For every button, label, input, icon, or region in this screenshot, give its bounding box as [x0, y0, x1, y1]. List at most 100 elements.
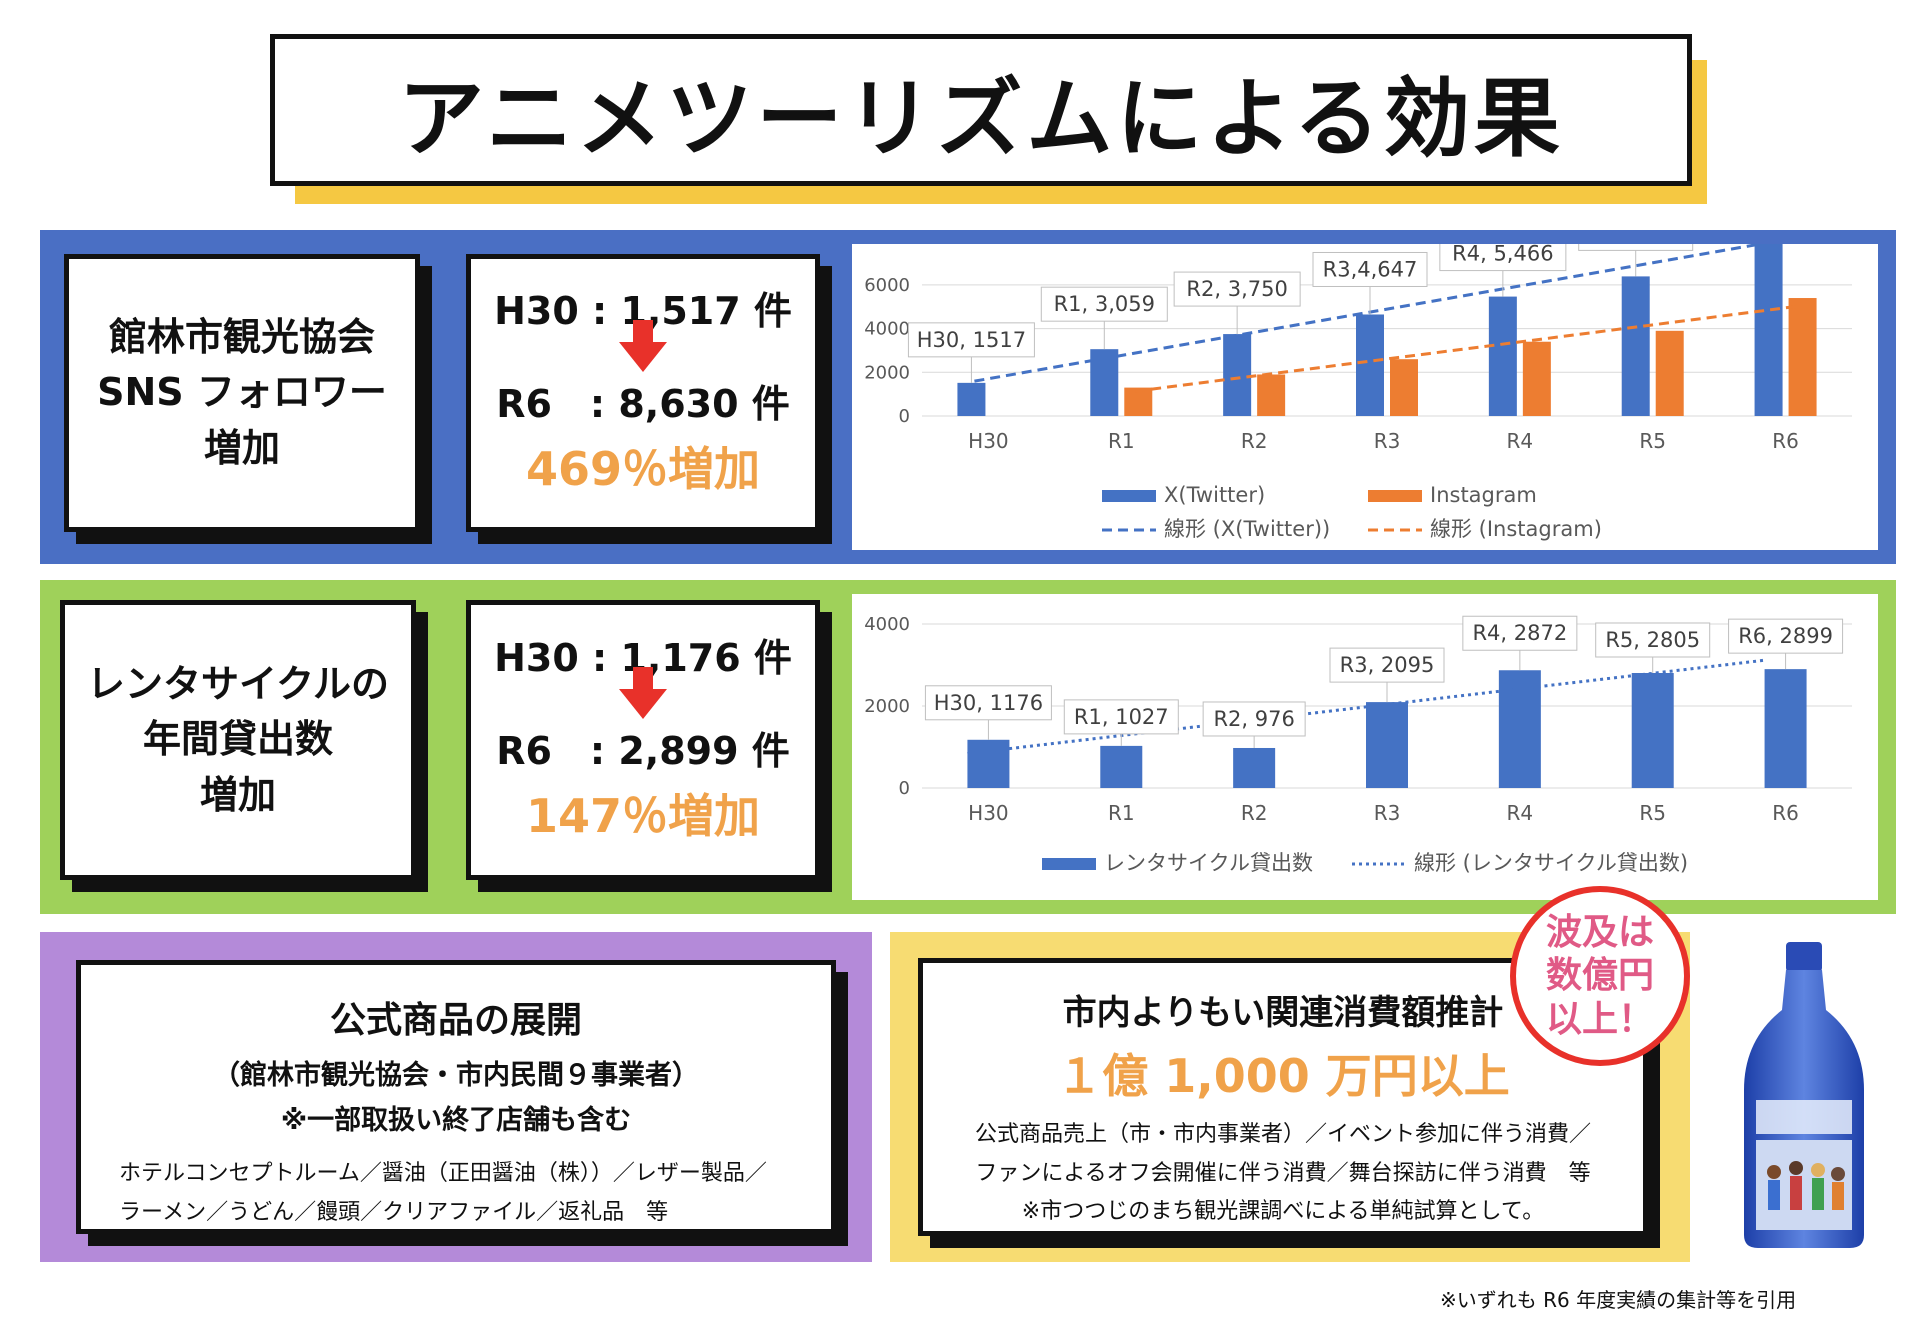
data-label: R2, 976 — [1213, 707, 1294, 731]
data-label-box — [1329, 647, 1445, 683]
bar-primary — [1100, 745, 1143, 788]
bar-primary — [1631, 672, 1674, 788]
legend-label: X(Twitter) — [1164, 483, 1265, 507]
bar-secondary — [1788, 298, 1817, 416]
spend-panel: 市内よりもい関連消費額推計 １億 1,000 万円以上 公式商品売上（市・市内事… — [890, 932, 1690, 1262]
data-label: R2, 3,750 — [1186, 277, 1287, 301]
spend-desc-line-1: 公式商品売上（市・市内事業者）／イベント参加に伴う消費／ — [974, 1122, 1591, 1147]
bar-secondary — [1257, 374, 1286, 416]
x-tick-label: R2 — [1241, 801, 1268, 825]
x-tick-label: R3 — [1374, 801, 1401, 825]
bar-primary — [1488, 296, 1517, 416]
data-label-box — [1595, 622, 1711, 658]
cycle-panel: レンタサイクルの 年間貸出数 増加 H30 : 1,176 件 R6 : 2,8… — [40, 580, 1896, 914]
data-label: R4, 2872 — [1472, 621, 1567, 645]
goods-items-line-2: ラーメン／うどん／饅頭／クリアファイル／返礼品 等 — [119, 1199, 669, 1225]
goods-card: 公式商品の展開 （館林市観光協会・市内民間９事業者） ※一部取扱い終了店舗も含む… — [76, 960, 836, 1234]
data-label-box — [1040, 286, 1168, 322]
x-tick-label: R1 — [1108, 429, 1135, 453]
data-label: H30, 1517 — [917, 328, 1026, 352]
cycle-chart-svg: 4000 2000 0 H30, 1176 R1, 1027 R2, 976 R3, 209… — [864, 614, 1852, 875]
bar-primary — [1233, 747, 1276, 788]
y-tick-label: 4000 — [864, 319, 910, 340]
x-tick-label: R6 — [1772, 429, 1799, 453]
sns-stat-end: R6 : 8,630 件 — [496, 382, 790, 426]
cycle-stat-card: H30 : 1,176 件 R6 : 2,899 件 147％増加 — [466, 600, 820, 880]
spend-desc-line-3: ※市つつじのまち観光課調べによる単純試算として。 — [1021, 1199, 1545, 1224]
y-tick-label: 2000 — [864, 696, 910, 717]
bar-primary — [1621, 276, 1650, 416]
bar-secondary — [1655, 330, 1684, 416]
sns-label-card: 館林市観光協会 SNS フォロワー 増加 — [64, 254, 420, 532]
data-label: R5, 2805 — [1605, 628, 1700, 652]
cycle-label-line-3: 増加 — [199, 772, 276, 817]
legend-label: 線形 (Instagram) — [1430, 517, 1602, 541]
data-label: R6, 2899 — [1738, 624, 1833, 648]
goods-panel: 公式商品の展開 （館林市観光協会・市内民間９事業者） ※一部取扱い終了店舗も含む… — [40, 932, 872, 1262]
x-tick-label: H30 — [968, 801, 1009, 825]
data-label-box — [924, 685, 1052, 721]
goods-subtitle: （館林市観光協会・市内民間９事業者） — [213, 1060, 699, 1091]
bar-primary — [1366, 702, 1408, 788]
footnote: ※いずれも R6 年度実績の集計等を引用 — [1440, 1288, 1797, 1312]
x-tick-label: R4 — [1507, 801, 1534, 825]
sns-stat-percent: 469％増加 — [525, 442, 761, 497]
badge-line-1: 波及は — [1545, 912, 1654, 954]
page-title: アニメツーリズムによる効果 — [398, 68, 1564, 169]
bar-primary — [967, 739, 1010, 788]
x-tick-label: R5 — [1639, 801, 1666, 825]
data-label-box — [1202, 701, 1306, 737]
legend-swatch — [1368, 490, 1422, 502]
sns-label-line-1: 館林市観光協会 — [108, 315, 375, 360]
data-label-box — [1728, 618, 1844, 654]
data-label-box — [1173, 271, 1301, 307]
cycle-chart: 4000 2000 0 H30, 1176 R1, 1027 R2, 976 R3, 209… — [852, 594, 1878, 900]
product-bottle-image — [1744, 942, 1864, 1248]
cycle-stat-end: R6 : 2,899 件 — [496, 729, 790, 773]
y-tick-label: 6000 — [864, 275, 910, 296]
bar-primary — [1223, 334, 1252, 416]
y-tick-label: 0 — [899, 406, 910, 427]
sns-label-line-3: 増加 — [203, 425, 280, 470]
spend-card: 市内よりもい関連消費額推計 １億 1,000 万円以上 公式商品売上（市・市内事… — [918, 958, 1648, 1236]
x-tick-label: R6 — [1772, 801, 1799, 825]
data-label-box — [1063, 699, 1179, 735]
sns-chart-svg: 6000 4000 2000 0 H30, 1517 R1, 3,059 R2, 3,750… — [864, 164, 1852, 541]
goods-items: ホテルコンセプトルーム／醤油（正田醤油（株））／レザー製品／ ラーメン／うどん／… — [101, 1155, 811, 1232]
sns-chart: 6000 4000 2000 0 H30, 1517 R1, 3,059 R2, 3,750… — [852, 164, 1878, 550]
down-arrow-icon — [619, 320, 667, 372]
title-box: アニメツーリズムによる効果 — [270, 34, 1692, 186]
cycle-label-card: レンタサイクルの 年間貸出数 増加 — [60, 600, 416, 880]
y-tick-label: 4000 — [864, 614, 910, 635]
legend-swatch — [1042, 858, 1096, 870]
bar-secondary — [1522, 341, 1551, 416]
legend-label: Instagram — [1430, 483, 1537, 507]
data-label-box — [1312, 251, 1428, 287]
data-label: H30, 1176 — [934, 691, 1043, 715]
sns-label-line-2: SNS フォロワー — [97, 370, 387, 415]
data-label: R1, 3,059 — [1054, 292, 1155, 316]
data-label-box — [1462, 615, 1578, 651]
x-tick-label: H30 — [968, 429, 1009, 453]
badge-line-3: 以上！ — [1545, 998, 1654, 1040]
bar-primary — [1090, 349, 1119, 416]
goods-title: 公式商品の展開 — [329, 1000, 582, 1041]
bar-primary — [1498, 670, 1541, 788]
bar-primary — [957, 382, 986, 416]
bar-primary — [1764, 669, 1807, 788]
goods-note: ※一部取扱い終了店舗も含む — [280, 1105, 632, 1136]
sns-stat-card: H30 : 1,517 件 R6 : 8,630 件 469％増加 — [466, 254, 820, 532]
badge-line-2: 数億円 — [1545, 955, 1654, 997]
cycle-stat-percent: 147％増加 — [525, 789, 761, 844]
data-label: R3,4,647 — [1323, 257, 1418, 281]
x-tick-label: R3 — [1374, 429, 1401, 453]
x-tick-label: R5 — [1639, 429, 1666, 453]
trendline — [974, 240, 1772, 383]
data-label: R3, 2095 — [1340, 653, 1435, 677]
legend-label: 線形 (レンタサイクル貸出数) — [1414, 851, 1688, 875]
trendline — [967, 658, 1765, 756]
down-arrow-icon — [619, 667, 667, 719]
cycle-label-line-1: レンタサイクルの — [86, 662, 390, 707]
spend-description: 公式商品売上（市・市内事業者）／イベント参加に伴う消費／ ファンによるオフ会開催… — [943, 1116, 1623, 1232]
x-tick-label: R4 — [1507, 429, 1534, 453]
